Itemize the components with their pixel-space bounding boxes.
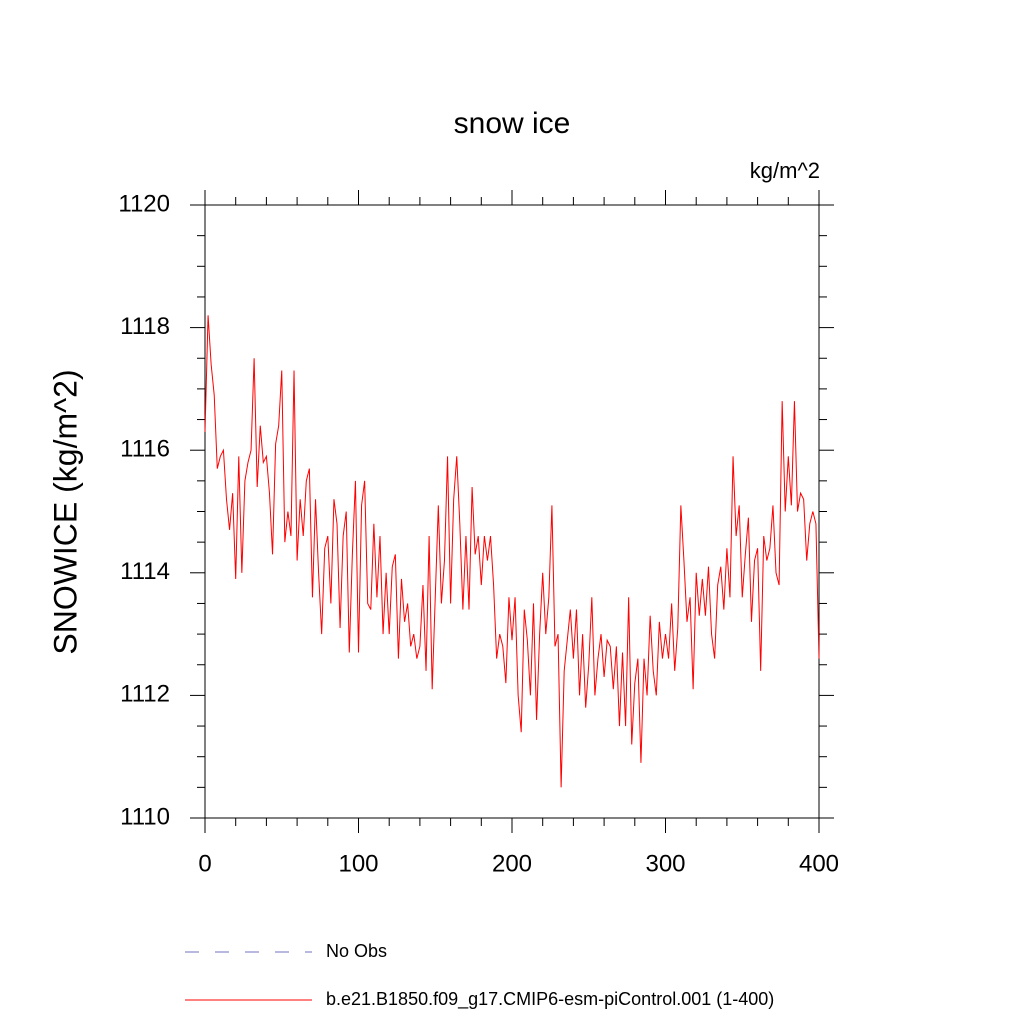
y-axis-label: SNOWICE (kg/m^2) <box>47 369 83 654</box>
data-line <box>204 315 820 788</box>
y-tick-label: 1118 <box>120 313 170 340</box>
chart-title: snow ice <box>454 107 571 140</box>
y-tick-label: 1112 <box>120 681 170 708</box>
x-tick-label: 300 <box>645 850 685 877</box>
y-tick-label: 1116 <box>120 436 170 463</box>
units-label: kg/m^2 <box>750 158 820 183</box>
plot-frame <box>204 204 820 819</box>
y-tick-label: 1120 <box>118 190 170 217</box>
legend-label: No Obs <box>326 941 387 961</box>
x-tick-label: 400 <box>799 850 839 877</box>
x-tick-label: 100 <box>338 850 378 877</box>
legend-label: b.e21.B1850.f09_g17.CMIP6-esm-piControl.… <box>326 989 774 1010</box>
y-tick-label: 1110 <box>120 803 170 830</box>
x-tick-label: 0 <box>198 850 211 877</box>
y-tick-label: 1114 <box>120 558 170 585</box>
x-tick-label: 200 <box>492 850 532 877</box>
